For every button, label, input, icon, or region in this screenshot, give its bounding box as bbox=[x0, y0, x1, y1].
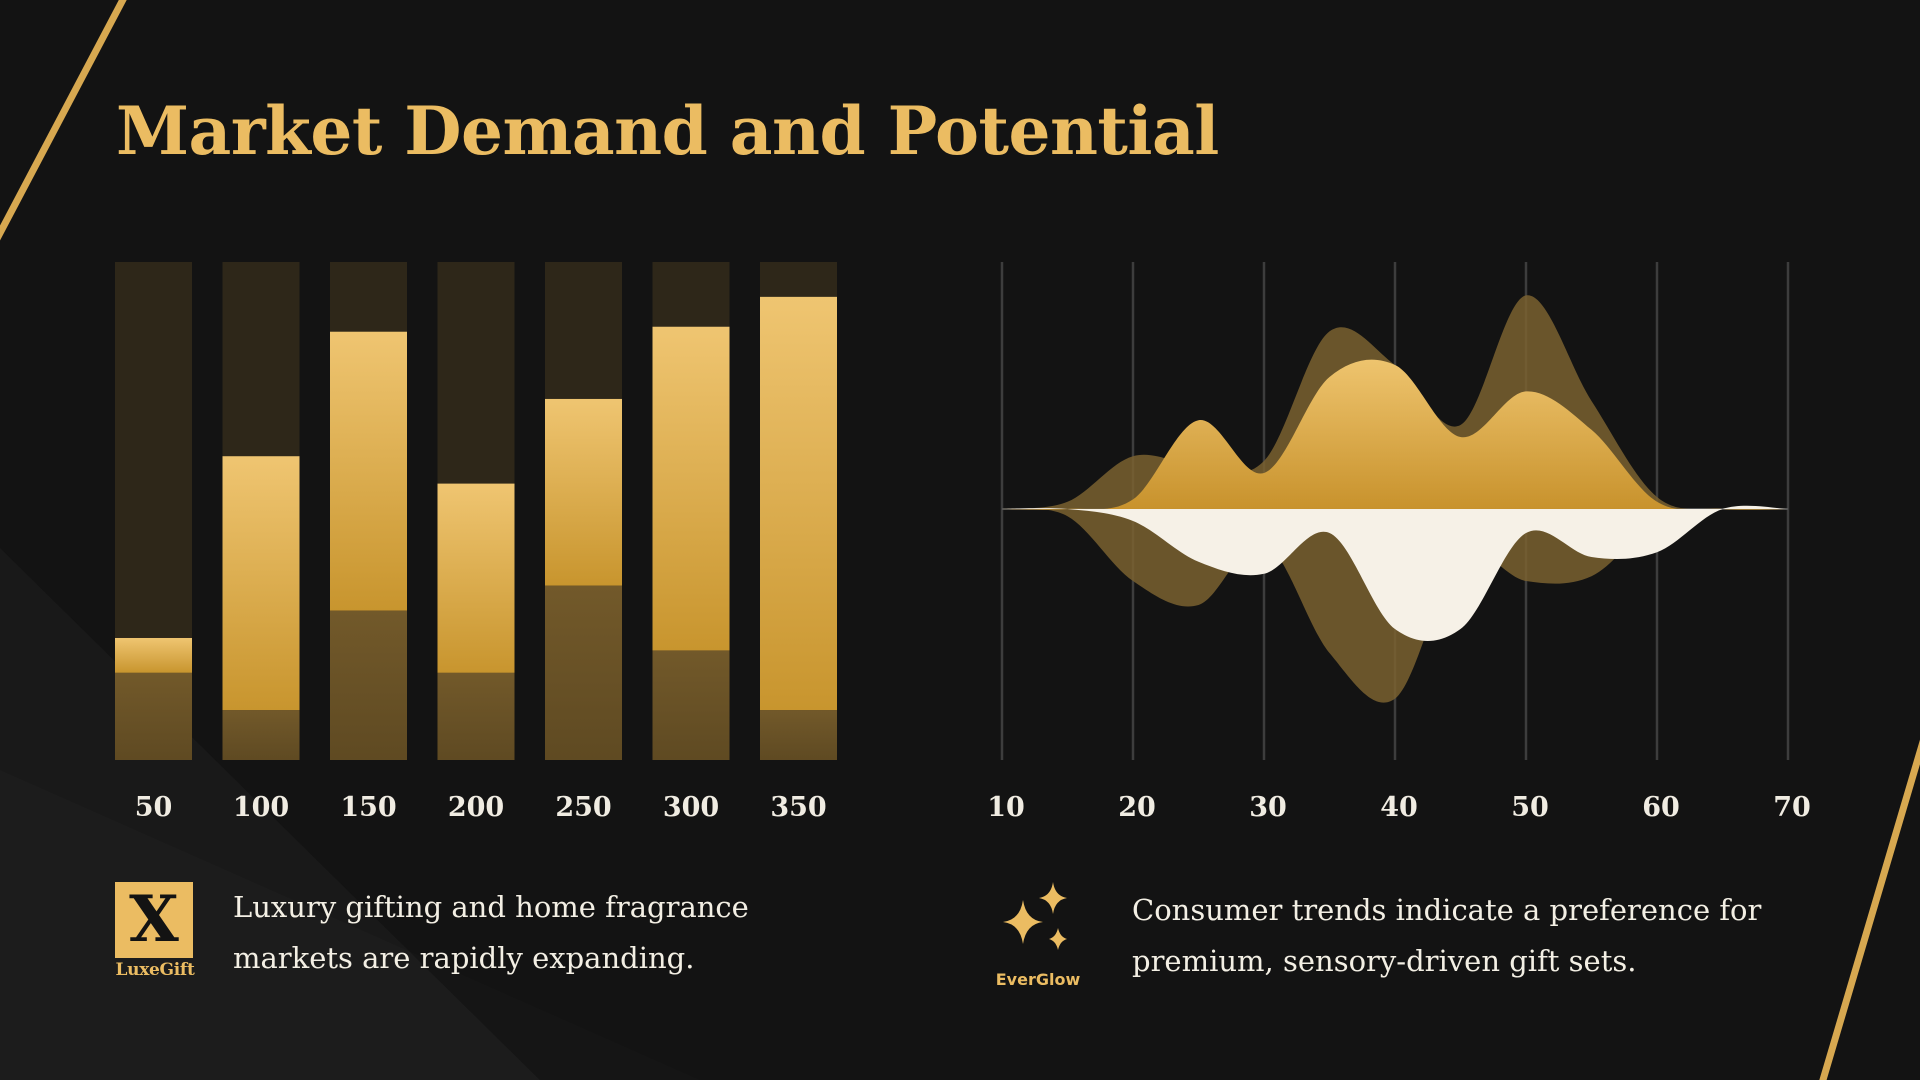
x-tick-label: 20 bbox=[1118, 792, 1156, 823]
bar-segment-lower bbox=[115, 672, 192, 760]
diagonal-shade-2 bbox=[0, 548, 700, 1080]
bar-segment-lower bbox=[222, 710, 300, 760]
luxegift-logo: X LuxeGift bbox=[115, 882, 195, 982]
x-tick-label: 40 bbox=[1380, 792, 1418, 823]
x-tick-label: 100 bbox=[233, 792, 289, 823]
stacked-bar-chart: 50 100 150 200 250 300 350 bbox=[115, 262, 837, 823]
stream-lower-front bbox=[1002, 505, 1788, 641]
bar-segment-upper bbox=[760, 296, 837, 711]
bar-segment-lower bbox=[437, 672, 515, 760]
x-tick-label: 70 bbox=[1773, 792, 1811, 823]
bar-segment-upper bbox=[545, 398, 622, 586]
x-tick-label: 250 bbox=[555, 792, 611, 823]
bar-segment-lower bbox=[760, 710, 837, 760]
bar-segment-upper bbox=[652, 326, 730, 651]
x-tick-label: 200 bbox=[448, 792, 504, 823]
caption-market-growth: Luxury gifting and home fragrance market… bbox=[233, 890, 749, 975]
x-tick-label: 300 bbox=[663, 792, 719, 823]
x-tick-label: 10 bbox=[987, 792, 1025, 823]
x-tick-label: 150 bbox=[340, 792, 396, 823]
x-tick-label: 30 bbox=[1249, 792, 1287, 823]
bar-segment-upper bbox=[330, 331, 407, 611]
everglow-wordmark: EverGlow bbox=[995, 970, 1081, 989]
bar-segment-lower bbox=[652, 650, 730, 760]
gold-accent-line-top-left bbox=[0, 0, 127, 241]
bar-segment-upper bbox=[437, 483, 515, 673]
x-tick-label: 50 bbox=[135, 792, 173, 823]
mirrored-area-chart: 10 20 30 40 50 60 70 bbox=[987, 262, 1811, 823]
stream-upper-front bbox=[1002, 359, 1788, 510]
bar-segment-lower bbox=[545, 585, 622, 760]
x-tick-label: 50 bbox=[1511, 792, 1549, 823]
bar-segment-lower bbox=[330, 610, 407, 760]
luxegift-wordmark: LuxeGift bbox=[115, 960, 195, 980]
bar-segment-upper bbox=[222, 456, 300, 711]
page-title: Market Demand and Potential bbox=[116, 92, 1219, 170]
x-tick-label: 350 bbox=[770, 792, 826, 823]
caption-consumer-trends: Consumer trends indicate a preference fo… bbox=[1132, 893, 1762, 978]
sparkle-icon bbox=[1003, 882, 1067, 950]
x-tick-label: 60 bbox=[1642, 792, 1680, 823]
luxegift-mark: X bbox=[115, 882, 193, 958]
gold-accent-line-bottom-right bbox=[1819, 739, 1920, 1080]
bar-segment-upper bbox=[115, 637, 192, 673]
everglow-logo: EverGlow bbox=[995, 882, 1080, 990]
